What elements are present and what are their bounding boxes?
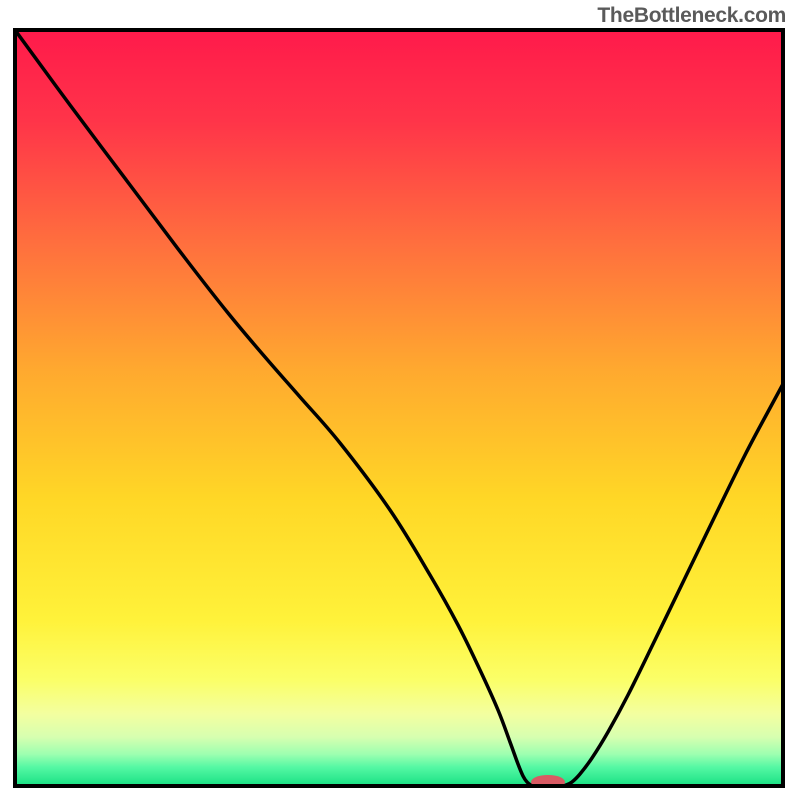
bottleneck-chart — [0, 0, 800, 800]
gradient-background — [15, 30, 783, 786]
attribution-text: TheBottleneck.com — [597, 4, 786, 28]
